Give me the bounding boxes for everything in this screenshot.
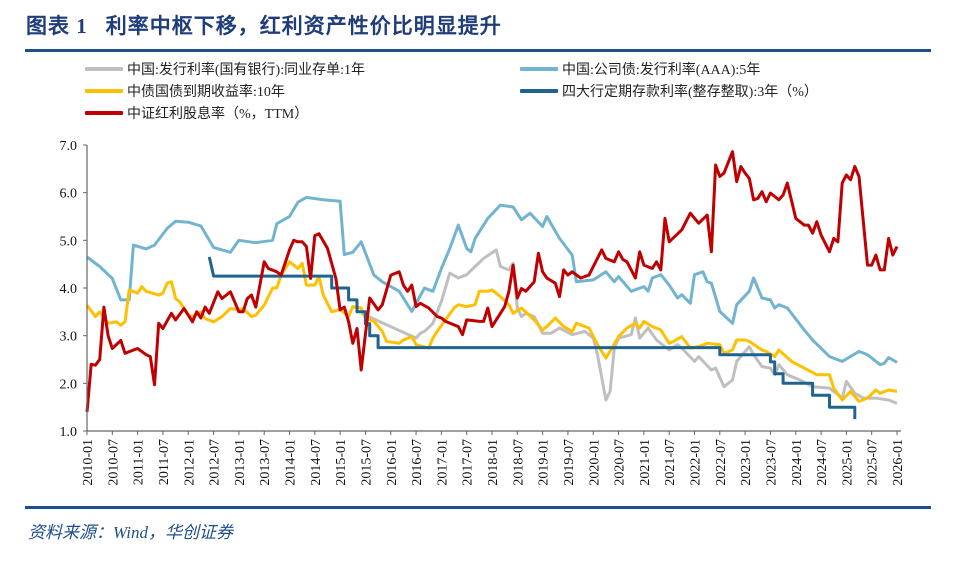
x-tick-label: 2011-01 [132, 439, 147, 485]
legend-item-corp-bond: 中国:公司债:发行利率(AAA):5年 [520, 59, 760, 79]
series-line-2 [85, 260, 898, 403]
x-tick-label: 2014-07 [309, 439, 324, 486]
x-tick-label: 2023-07 [764, 439, 779, 486]
figure-title-text: 利率中枢下移，红利资产性价比明显提升 [105, 14, 502, 38]
legend-swatch-red [85, 111, 123, 115]
x-tick-label: 2010-07 [106, 439, 121, 486]
x-tick-label: 2024-07 [815, 439, 830, 486]
series-line-4 [85, 150, 899, 413]
x-tick-label: 2010-01 [81, 439, 96, 486]
x-tick-label: 2018-01 [486, 439, 501, 486]
legend-label: 中国:发行利率(国有银行):同业存单:1年 [127, 63, 365, 78]
series-line-3 [207, 256, 857, 420]
x-tick-label: 2012-01 [182, 439, 197, 486]
y-tick-label: 7.0 [60, 139, 78, 154]
legend-label: 中国:公司债:发行利率(AAA):5年 [562, 63, 761, 78]
x-tick-label: 2015-07 [359, 439, 374, 486]
x-tick-label: 2016-01 [385, 439, 400, 486]
x-tick-label: 2012-07 [208, 439, 223, 486]
x-tick-label: 2023-01 [739, 439, 754, 486]
y-tick-label: 3.0 [60, 330, 78, 345]
legend-swatch-gray [85, 67, 123, 71]
figure-number: 图表 1 [26, 14, 88, 38]
y-tick-label: 5.0 [60, 234, 78, 249]
x-tick-label: 2020-01 [587, 439, 602, 486]
y-tick-label: 6.0 [60, 187, 78, 202]
x-tick-label: 2019-07 [562, 439, 577, 486]
x-tick-label: 2017-07 [461, 439, 476, 486]
x-tick-label: 2026-01 [891, 439, 906, 486]
legend-item-cd-rate: 中国:发行利率(国有银行):同业存单:1年 [85, 59, 365, 79]
legend-label: 四大行定期存款利率(整存整取):3年（%） [562, 85, 818, 100]
x-tick-label: 2011-07 [157, 439, 172, 485]
x-tick-label: 2014-01 [284, 439, 299, 486]
x-tick-label: 2021-01 [638, 439, 653, 486]
x-tick-label: 2017-01 [435, 439, 450, 486]
x-tick-label: 2022-01 [689, 439, 704, 486]
x-tick-label: 2022-07 [714, 439, 729, 486]
series-line-0 [360, 248, 898, 405]
bottom-divider [25, 506, 931, 509]
source-note: 资料来源：Wind，华创证券 [28, 523, 233, 542]
legend-label: 中证红利股息率（%，TTM） [127, 107, 309, 122]
x-tick-label: 2025-01 [840, 439, 855, 486]
x-tick-label: 2018-07 [511, 439, 526, 486]
legend-swatch-yellow [85, 89, 123, 93]
x-tick-label: 2016-07 [410, 439, 425, 486]
y-tick-label: 2.0 [60, 377, 78, 392]
y-tick-label: 1.0 [60, 425, 78, 440]
y-tick-label: 4.0 [60, 282, 78, 297]
x-tick-label: 2024-01 [790, 439, 805, 486]
x-tick-label: 2020-07 [613, 439, 628, 486]
top-divider [25, 49, 931, 52]
x-tick-label: 2021-07 [663, 439, 678, 486]
x-tick-label: 2025-07 [866, 439, 881, 486]
legend-swatch-lightblue [520, 67, 558, 71]
legend-swatch-darkblue [520, 89, 558, 93]
x-tick-label: 2019-01 [537, 439, 552, 486]
legend-item-deposit: 四大行定期存款利率(整存整取):3年（%） [520, 81, 818, 101]
x-tick-label: 2013-01 [233, 439, 248, 486]
legend-item-dividend: 中证红利股息率（%，TTM） [85, 103, 308, 123]
legend-item-treasury: 中债国债到期收益率:10年 [85, 81, 285, 101]
series-line-1 [86, 195, 898, 367]
x-tick-label: 2013-07 [258, 439, 273, 486]
legend-label: 中债国债到期收益率:10年 [127, 85, 285, 100]
figure-title: 图表 1 利率中枢下移，红利资产性价比明显提升 [26, 10, 502, 40]
x-tick-label: 2015-01 [334, 439, 349, 486]
